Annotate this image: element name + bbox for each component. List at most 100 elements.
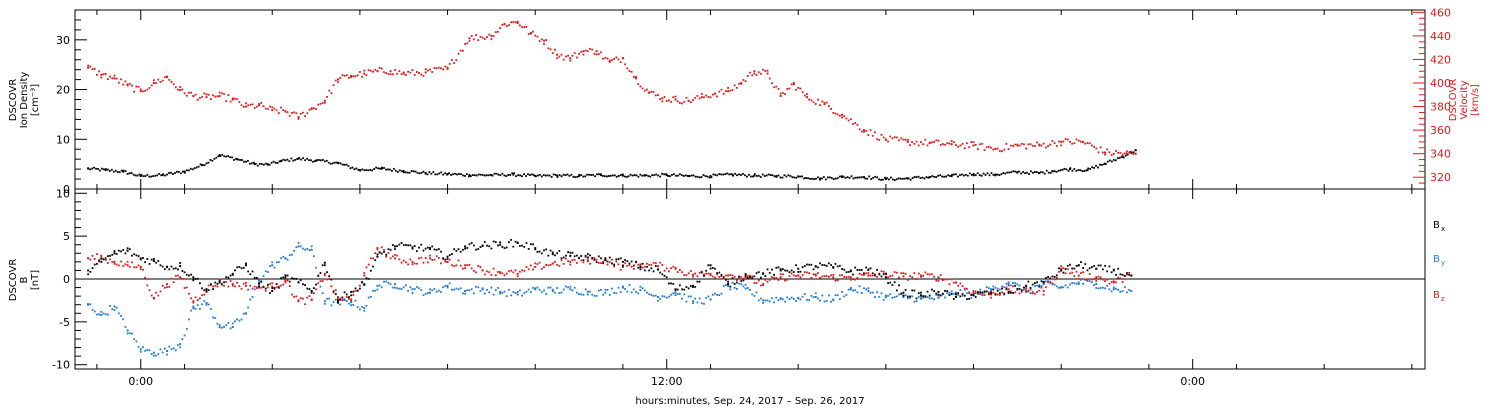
by-series-point — [884, 296, 887, 298]
bz-series-dot — [865, 272, 868, 275]
velocity-series-dot — [1112, 152, 1115, 155]
by-series-dot — [591, 293, 594, 296]
by-series-dot — [207, 303, 210, 306]
velocity-series-dot — [1025, 147, 1028, 150]
by-series-dot — [1003, 286, 1006, 289]
by-series-dot — [323, 302, 326, 305]
density-series-dot — [635, 174, 638, 177]
density-series-dot — [479, 173, 482, 176]
density-series-point — [621, 174, 624, 177]
velocity-series-dot — [453, 62, 456, 65]
by-series-dot — [1007, 283, 1010, 286]
velocity-series-dot — [643, 89, 646, 92]
bz-series-dot — [446, 261, 449, 263]
velocity-series-dot — [668, 99, 670, 102]
bx-series-dot — [946, 290, 949, 292]
bx-series-dot — [512, 245, 515, 248]
by-series-dot — [1097, 287, 1100, 290]
bz-series-dot — [418, 257, 420, 260]
bz-series-dot — [944, 278, 946, 281]
bx-series-dot — [117, 249, 120, 252]
density-series-dot — [1085, 169, 1088, 172]
density-series-dot — [440, 171, 443, 174]
density-series-dot — [331, 162, 334, 165]
by-series-dot — [475, 285, 477, 288]
bx-series-dot — [663, 274, 666, 277]
density-series-dot — [955, 173, 957, 176]
bz-series-point — [126, 264, 129, 267]
by-series-dot — [91, 309, 94, 311]
bx-series-dot — [884, 272, 887, 275]
bz-series-dot — [639, 264, 642, 267]
bx-series-dot — [1106, 270, 1109, 273]
by-series-dot — [1044, 280, 1047, 283]
bz-series-dot — [483, 273, 486, 276]
velocity-series-dot — [1110, 154, 1113, 156]
bz-series-dot — [96, 253, 98, 256]
bz-series-dot — [468, 263, 471, 266]
density-series-dot — [154, 174, 157, 177]
bx-series-dot — [806, 263, 808, 266]
density-series-dot — [193, 167, 196, 170]
velocity-series-dot — [264, 107, 267, 110]
bx-series-dot — [604, 257, 607, 260]
bx-series-dot — [957, 292, 960, 295]
bz-series-dot — [405, 261, 407, 264]
by-series-dot — [784, 300, 786, 303]
bx-series-dot — [326, 271, 328, 274]
bx-series-dot — [790, 269, 793, 272]
density-series-dot — [93, 166, 95, 169]
by-series-dot — [779, 297, 782, 299]
bz-series-point — [516, 272, 519, 275]
velocity-series-dot — [369, 69, 372, 72]
velocity-series-dot — [893, 136, 896, 139]
velocity-series-dot — [332, 84, 335, 87]
density-series-dot — [1097, 166, 1099, 169]
bx-series-dot — [1031, 283, 1034, 286]
bz-series-dot — [378, 252, 381, 255]
bz-series-dot — [122, 264, 125, 267]
density-series-dot — [144, 175, 147, 177]
by-series-dot — [354, 299, 357, 302]
bz-series-dot — [286, 279, 289, 282]
bz-series-dot — [1108, 282, 1111, 285]
velocity-series-dot — [225, 100, 228, 103]
bx-series-dot — [380, 252, 383, 255]
velocity-series-dot — [950, 140, 953, 142]
bx-series-point — [692, 284, 695, 287]
by-series-dot — [275, 261, 278, 264]
bz-series-dot — [773, 276, 776, 279]
bz-series-point — [639, 263, 642, 266]
velocity-series-dot — [334, 79, 337, 82]
velocity-series-dot — [738, 82, 740, 85]
by-series-dot — [1038, 284, 1041, 286]
bz-series-dot — [981, 292, 984, 295]
density-series-dot — [533, 174, 535, 177]
bx-series-dot — [251, 270, 254, 273]
bx-series-dot — [135, 254, 138, 257]
density-series-dot — [1134, 149, 1137, 152]
bx-series-dot — [205, 290, 208, 293]
by-series-dot — [128, 332, 131, 335]
bx-series-dot — [179, 262, 182, 264]
velocity-series-dot — [817, 98, 819, 101]
bz-series-dot — [1005, 286, 1008, 289]
bz-series-dot — [185, 286, 188, 289]
by-series-dot — [291, 253, 293, 256]
bz-series-dot — [1064, 272, 1067, 275]
velocity-series-dot — [937, 139, 940, 142]
velocity-series-dot — [838, 114, 841, 117]
density-series-dot — [576, 175, 579, 178]
bz-series-dot — [157, 294, 160, 297]
bz-series-dot — [1073, 275, 1076, 277]
by-series-dot — [920, 295, 922, 298]
density-series-dot — [329, 162, 332, 165]
bz-series-dot — [1036, 291, 1038, 293]
density-series-dot — [748, 173, 750, 176]
velocity-series-dot — [494, 31, 497, 34]
bz-series-dot — [126, 260, 129, 263]
bz-series-dot — [582, 261, 585, 264]
by-series-dot — [464, 292, 466, 295]
velocity-series-point — [862, 129, 865, 132]
bz-series-dot — [532, 268, 534, 271]
